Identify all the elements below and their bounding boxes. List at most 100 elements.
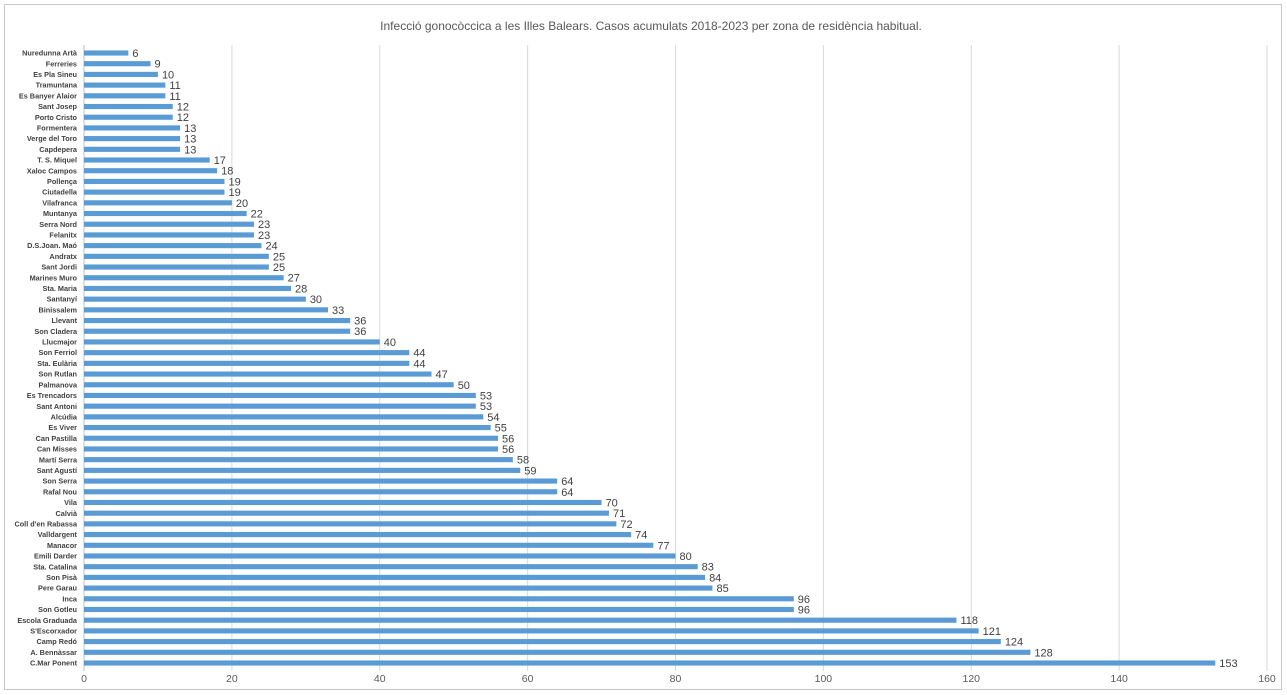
data-label: 25 [273, 262, 285, 274]
category-label: Inca [62, 594, 78, 603]
bar [84, 125, 181, 131]
data-label: 18 [221, 166, 233, 178]
category-label: Binissalem [38, 305, 77, 314]
category-label: Marines Muro [30, 273, 78, 282]
data-label: 20 [236, 198, 248, 210]
bar [84, 499, 602, 506]
bar [84, 467, 521, 473]
bar-chart: Infecció gonocòccica a les Illes Balears… [14, 19, 1275, 685]
bar [84, 649, 1031, 655]
data-label: 11 [169, 80, 180, 92]
bar [84, 585, 713, 591]
data-label: 121 [983, 626, 1001, 638]
bar [84, 446, 499, 452]
chart-frame: Infecció gonocòccica a les Illes Balears… [4, 4, 1282, 690]
category-label: Vilafranca [42, 198, 78, 207]
bar [84, 178, 225, 184]
data-label: 54 [487, 412, 499, 424]
bar [84, 435, 499, 441]
bar [84, 564, 698, 570]
category-label: Emili Darder [34, 552, 77, 561]
x-tick-label: 0 [81, 673, 87, 685]
bar [84, 382, 454, 388]
category-label: Calvià [56, 509, 78, 518]
chart-title: Infecció gonocòccica a les Illes Balears… [380, 19, 922, 33]
category-label: Son Ferriol [38, 348, 77, 357]
data-label: 96 [798, 604, 810, 616]
category-label: Santanyí [47, 295, 78, 304]
data-label: 47 [436, 369, 448, 381]
bar [84, 350, 410, 356]
data-label: 50 [458, 380, 470, 392]
bar [84, 542, 654, 548]
category-label: A. Bennàssar [30, 648, 77, 657]
bar [84, 210, 247, 217]
category-label: Son Serra [43, 477, 78, 486]
bar [84, 553, 676, 559]
data-label: 9 [155, 59, 161, 71]
category-label: Sant Josep [38, 102, 77, 111]
bar [84, 82, 166, 88]
data-label: 44 [413, 358, 425, 370]
bar [84, 221, 255, 227]
bar [84, 232, 255, 238]
bar [84, 285, 292, 292]
category-label: Porto Cristo [35, 113, 78, 122]
x-tick-label: 120 [962, 673, 980, 685]
data-label: 12 [177, 112, 189, 124]
bar [84, 275, 284, 281]
bar [84, 392, 476, 399]
data-label: 6 [132, 48, 138, 60]
category-label: Vila [64, 498, 78, 507]
bar [84, 510, 609, 516]
bar [84, 532, 632, 538]
category-label: Sta. Eulària [37, 359, 78, 368]
bar [84, 521, 617, 527]
data-label: 77 [657, 540, 669, 552]
data-label: 23 [258, 230, 270, 242]
category-label: Serra Nord [39, 220, 77, 229]
category-label: Es Viver [48, 423, 77, 432]
category-label: Sta. Maria [43, 284, 78, 293]
x-tick-label: 20 [226, 673, 238, 685]
data-label: 124 [1005, 637, 1023, 649]
category-label: Sant Agustí [37, 466, 78, 475]
bar [84, 243, 262, 249]
data-label: 53 [480, 401, 492, 413]
category-label: Es Pla Sineu [33, 70, 77, 79]
x-tick-label: 140 [1110, 673, 1128, 685]
data-label: 23 [258, 219, 270, 231]
category-label: Rafal Nou [43, 487, 77, 496]
bar [84, 574, 706, 580]
data-label: 55 [495, 423, 507, 435]
category-label: Manacor [47, 541, 77, 550]
category-label: Camp Redó [36, 637, 77, 646]
category-label: Pere Garau [38, 584, 77, 593]
data-label: 24 [265, 241, 277, 253]
bar [84, 168, 218, 174]
bar [84, 360, 410, 366]
category-label: Martí Serra [39, 455, 78, 464]
data-label: 17 [214, 155, 226, 167]
category-label: S'Escorxador [30, 626, 77, 635]
data-label: 30 [310, 294, 322, 306]
category-label: D.S.Joan. Maó [27, 241, 77, 250]
bar [84, 606, 794, 613]
data-label: 74 [635, 530, 647, 542]
bar [84, 478, 558, 484]
data-label: 128 [1034, 647, 1052, 659]
data-label: 64 [561, 487, 573, 499]
data-label: 13 [184, 144, 196, 156]
category-label: Formentera [37, 124, 78, 133]
category-label: Palmanova [38, 380, 77, 389]
category-label: Pollença [47, 177, 78, 186]
bar [84, 328, 351, 334]
data-label: 11 [169, 91, 180, 103]
x-tick-label: 80 [670, 673, 682, 685]
category-label: Andratx [49, 252, 77, 261]
bar [84, 136, 181, 142]
x-tick-label: 60 [522, 673, 534, 685]
bars [84, 50, 1216, 666]
category-label: Capdepera [39, 145, 78, 154]
bar [84, 103, 173, 110]
